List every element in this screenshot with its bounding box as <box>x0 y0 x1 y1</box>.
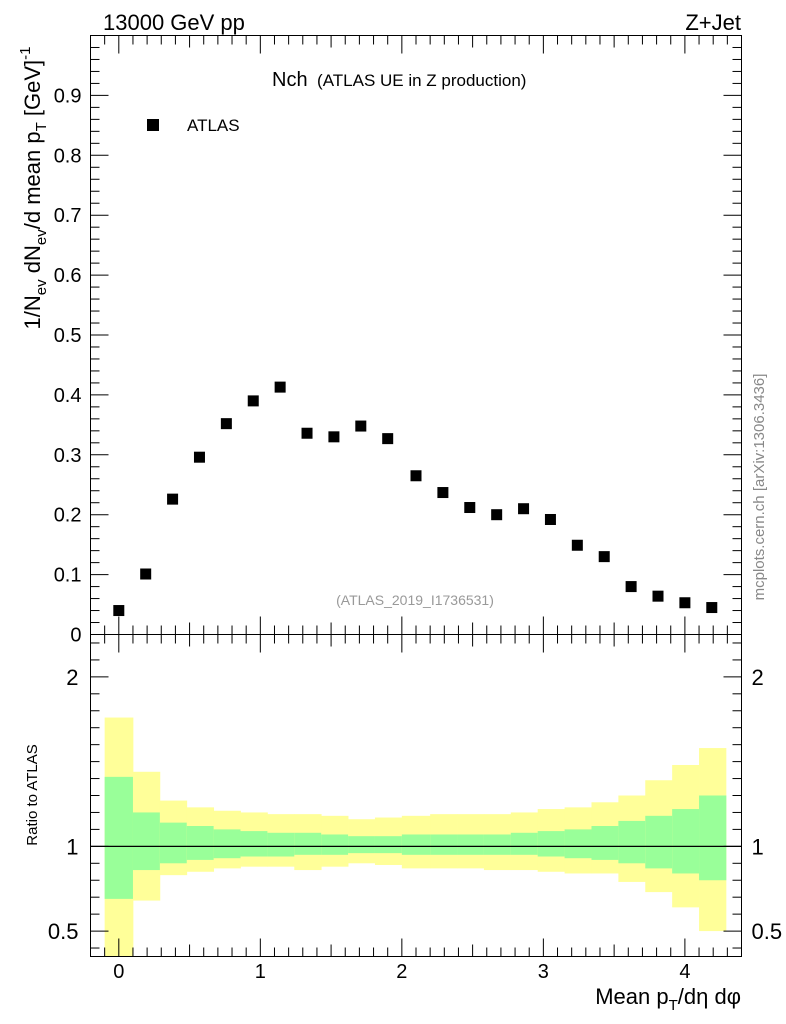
inner-band <box>618 820 646 864</box>
ratio-ytick-label: 0.5 <box>48 919 79 944</box>
main-ytick-label: 0.4 <box>54 385 82 407</box>
data-point <box>167 493 179 505</box>
data-point <box>437 487 449 499</box>
x-tick-label: 1 <box>255 961 266 983</box>
inner-band <box>483 834 512 855</box>
main-ytick-label: 0.5 <box>54 325 82 347</box>
data-point <box>598 551 610 563</box>
data-point <box>247 395 259 407</box>
x-tick-label: 0 <box>113 961 124 983</box>
uncertainty-bands <box>104 717 727 957</box>
inner-band <box>537 831 565 857</box>
data-point <box>518 503 530 515</box>
inner-band <box>159 822 188 864</box>
plot-subtitle: (ATLAS UE in Z production) <box>317 71 526 90</box>
data-point <box>193 451 205 463</box>
data-point <box>382 433 394 445</box>
data-point <box>220 418 232 430</box>
inner-band <box>348 836 376 854</box>
ratio-ylabel: Ratio to ATLAS <box>24 744 41 845</box>
ratio-y-ticks: 0.5 0.5 1 1 2 2 <box>48 642 783 949</box>
side-watermark: mcplots.cern.ch [arXiv:1306.3436] <box>751 374 768 601</box>
data-point <box>274 381 286 393</box>
x-tick-label: 3 <box>538 961 549 983</box>
plot-title: Nch <box>272 69 308 91</box>
inner-band <box>267 832 295 857</box>
inner-band <box>240 831 268 857</box>
inner-band <box>132 812 161 871</box>
inner-band <box>321 834 349 855</box>
inner-band <box>374 836 403 854</box>
main-ytick-label: 0 <box>70 625 81 647</box>
x-tick-label: 2 <box>396 961 407 983</box>
main-ytick-label: 0.9 <box>54 85 82 107</box>
data-point <box>706 602 718 614</box>
inner-band <box>672 809 700 874</box>
energy-label: 13000 GeV pp <box>103 10 245 35</box>
data-point <box>301 427 313 439</box>
inner-band <box>213 829 241 859</box>
inner-band <box>591 826 619 860</box>
plot-title-group: Nch (ATLAS UE in Z production) <box>272 69 526 91</box>
data-point <box>571 539 583 551</box>
main-ytick-label: 0.6 <box>54 265 82 287</box>
legend-label: ATLAS <box>187 116 240 135</box>
inner-band <box>699 795 727 881</box>
main-ytick-label: 0.1 <box>54 565 82 587</box>
main-ytick-label: 0.2 <box>54 505 82 527</box>
ratio-ytick-label: 1 <box>66 834 78 859</box>
data-point <box>140 568 152 580</box>
inner-band <box>294 832 322 855</box>
inner-band <box>186 826 215 860</box>
data-point <box>328 431 340 443</box>
ratio-ytick-label-right: 2 <box>752 665 764 690</box>
inner-band <box>510 832 539 855</box>
data-point <box>464 502 476 514</box>
process-label: Z+Jet <box>685 10 741 35</box>
inner-band <box>401 834 431 855</box>
ratio-ytick-label-right: 0.5 <box>752 919 783 944</box>
legend-marker <box>147 119 159 131</box>
ratio-ytick-label: 2 <box>66 665 78 690</box>
main-ytick-label: 0.7 <box>54 205 82 227</box>
data-point <box>652 590 664 602</box>
data-point <box>544 513 556 525</box>
inner-band <box>645 815 673 869</box>
main-ylabel: 1/Nev dNev/d mean pT [GeV]-1 <box>17 47 50 330</box>
ratio-ytick-label-right: 1 <box>752 834 764 859</box>
x-tick-label: 4 <box>679 961 690 983</box>
analysis-id: (ATLAS_2019_I1736531) <box>336 592 494 608</box>
inner-band <box>457 834 485 855</box>
main-y-ticks: 0 0.1 0.2 0.3 0.4 0.5 0.6 0.7 0.8 0.9 <box>54 46 742 647</box>
data-point <box>625 581 637 593</box>
data-point <box>491 509 503 521</box>
main-ytick-label: 0.3 <box>54 445 82 467</box>
x-axis-label: Mean pT/dη dφ <box>595 984 741 1014</box>
inner-band <box>564 829 592 859</box>
data-point <box>355 420 367 432</box>
inner-band <box>430 834 458 855</box>
inner-band <box>104 776 134 899</box>
data-point <box>113 605 125 617</box>
data-point <box>679 597 691 609</box>
data-point <box>410 470 422 482</box>
data-points <box>113 381 718 617</box>
x-axis-ticks: 0 1 2 3 4 <box>90 35 742 983</box>
main-ytick-label: 0.8 <box>54 145 82 167</box>
